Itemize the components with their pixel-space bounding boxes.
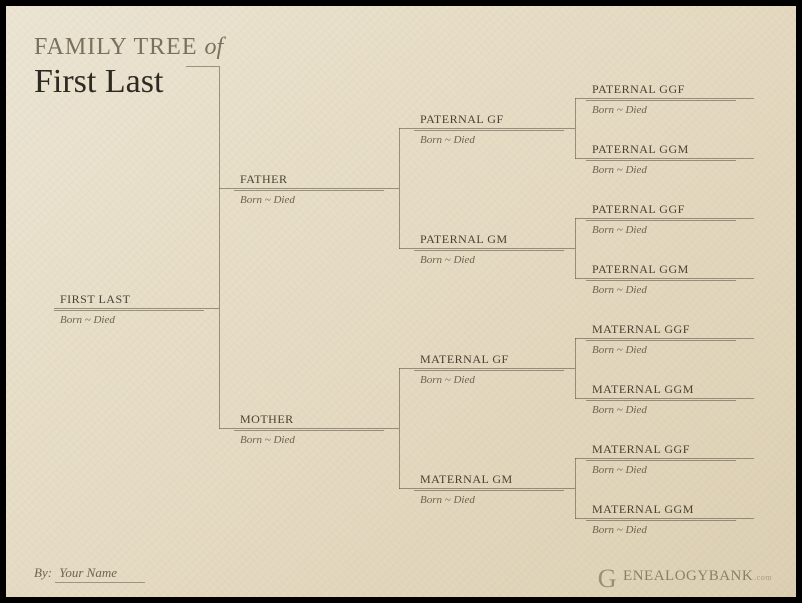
connector: [219, 188, 234, 189]
connector: [564, 368, 575, 369]
person-dates[interactable]: Born ~ Died: [586, 278, 736, 297]
connector: [399, 128, 400, 249]
connector: [575, 218, 586, 219]
person-mggm1: MATERNAL GGMBorn ~ Died: [586, 378, 736, 417]
person-pggf2: PATERNAL GGFBorn ~ Died: [586, 198, 736, 237]
person-name[interactable]: PATERNAL GGF: [586, 198, 736, 218]
person-pggf1: PATERNAL GGFBorn ~ Died: [586, 78, 736, 117]
person-name[interactable]: PATERNAL GGM: [586, 138, 736, 158]
connector: [736, 98, 754, 99]
connector: [399, 368, 400, 489]
person-mggf2: MATERNAL GGFBorn ~ Died: [586, 438, 736, 477]
brand-logo: G ENEALOGYBANK.com: [598, 568, 772, 585]
connector: [399, 488, 414, 489]
person-name[interactable]: MATERNAL GF: [414, 348, 564, 368]
person-self: FIRST LASTBorn ~ Died: [54, 288, 204, 327]
connector: [219, 66, 220, 188]
connector: [736, 338, 754, 339]
brand-text: ENEALOGYBANK.com: [623, 568, 772, 585]
brand-name: ENEALOGY: [623, 568, 709, 584]
person-name[interactable]: MOTHER: [234, 408, 384, 428]
person-dates[interactable]: Born ~ Died: [234, 188, 384, 207]
person-dates[interactable]: Born ~ Died: [414, 128, 564, 147]
byline-author[interactable]: Your Name: [55, 565, 145, 583]
connector: [219, 428, 234, 429]
person-mother: MOTHERBorn ~ Died: [234, 408, 384, 447]
connector: [564, 488, 575, 489]
connector: [384, 188, 399, 189]
connector: [575, 98, 586, 99]
heading-line1: FAMILY TREE of: [34, 34, 223, 61]
person-dates[interactable]: Born ~ Died: [234, 428, 384, 447]
person-name[interactable]: MATERNAL GGM: [586, 378, 736, 398]
connector: [736, 278, 754, 279]
person-name[interactable]: FATHER: [234, 168, 384, 188]
person-dates[interactable]: Born ~ Died: [414, 488, 564, 507]
byline: By: Your Name: [34, 565, 145, 583]
connector: [575, 338, 576, 399]
connector: [575, 218, 576, 279]
connector: [736, 398, 754, 399]
person-name[interactable]: FIRST LAST: [54, 288, 204, 308]
page: FAMILY TREE of First Last FIRST LASTBorn…: [6, 6, 796, 597]
person-name[interactable]: PATERNAL GF: [414, 108, 564, 128]
person-dates[interactable]: Born ~ Died: [586, 518, 736, 537]
connector: [575, 158, 586, 159]
heading: FAMILY TREE of First Last: [34, 34, 223, 101]
heading-prefix: FAMILY TREE: [34, 34, 197, 60]
person-dates[interactable]: Born ~ Died: [586, 218, 736, 237]
person-name[interactable]: PATERNAL GGF: [586, 78, 736, 98]
person-father: FATHERBorn ~ Died: [234, 168, 384, 207]
person-name[interactable]: MATERNAL GGF: [586, 438, 736, 458]
connector: [399, 368, 414, 369]
person-name[interactable]: MATERNAL GGF: [586, 318, 736, 338]
person-dates[interactable]: Born ~ Died: [414, 248, 564, 267]
person-mggf1: MATERNAL GGFBorn ~ Died: [586, 318, 736, 357]
connector: [736, 458, 754, 459]
byline-label: By:: [34, 565, 52, 580]
person-mgm: MATERNAL GMBorn ~ Died: [414, 468, 564, 507]
person-dates[interactable]: Born ~ Died: [586, 398, 736, 417]
heading-subject: First Last: [34, 63, 223, 101]
connector: [575, 398, 586, 399]
person-dates[interactable]: Born ~ Died: [414, 368, 564, 387]
person-name[interactable]: PATERNAL GGM: [586, 258, 736, 278]
person-pgf: PATERNAL GFBorn ~ Died: [414, 108, 564, 147]
person-name[interactable]: MATERNAL GM: [414, 468, 564, 488]
connector: [575, 98, 576, 159]
connector: [736, 158, 754, 159]
person-name[interactable]: MATERNAL GGM: [586, 498, 736, 518]
connector: [186, 66, 219, 67]
connector: [575, 278, 586, 279]
connector: [219, 188, 220, 429]
heading-of: of: [204, 34, 223, 60]
connector: [399, 248, 414, 249]
connector: [575, 458, 576, 519]
connector: [384, 428, 399, 429]
connector: [575, 518, 586, 519]
person-dates[interactable]: Born ~ Died: [586, 458, 736, 477]
brand-tld: .com: [754, 573, 772, 582]
person-name[interactable]: PATERNAL GM: [414, 228, 564, 248]
person-pggm1: PATERNAL GGMBorn ~ Died: [586, 138, 736, 177]
person-dates[interactable]: Born ~ Died: [586, 98, 736, 117]
person-pgm: PATERNAL GMBorn ~ Died: [414, 228, 564, 267]
connector: [399, 128, 414, 129]
connector: [564, 128, 575, 129]
person-dates[interactable]: Born ~ Died: [586, 158, 736, 177]
person-mgf: MATERNAL GFBorn ~ Died: [414, 348, 564, 387]
person-dates[interactable]: Born ~ Died: [586, 338, 736, 357]
brand-suffix: BANK: [709, 568, 754, 584]
connector: [204, 308, 219, 309]
connector: [564, 248, 575, 249]
connector: [736, 218, 754, 219]
person-pggm2: PATERNAL GGMBorn ~ Died: [586, 258, 736, 297]
connector: [575, 338, 586, 339]
person-dates[interactable]: Born ~ Died: [54, 308, 204, 327]
connector: [575, 458, 586, 459]
connector: [736, 518, 754, 519]
person-mggm2: MATERNAL GGMBorn ~ Died: [586, 498, 736, 537]
